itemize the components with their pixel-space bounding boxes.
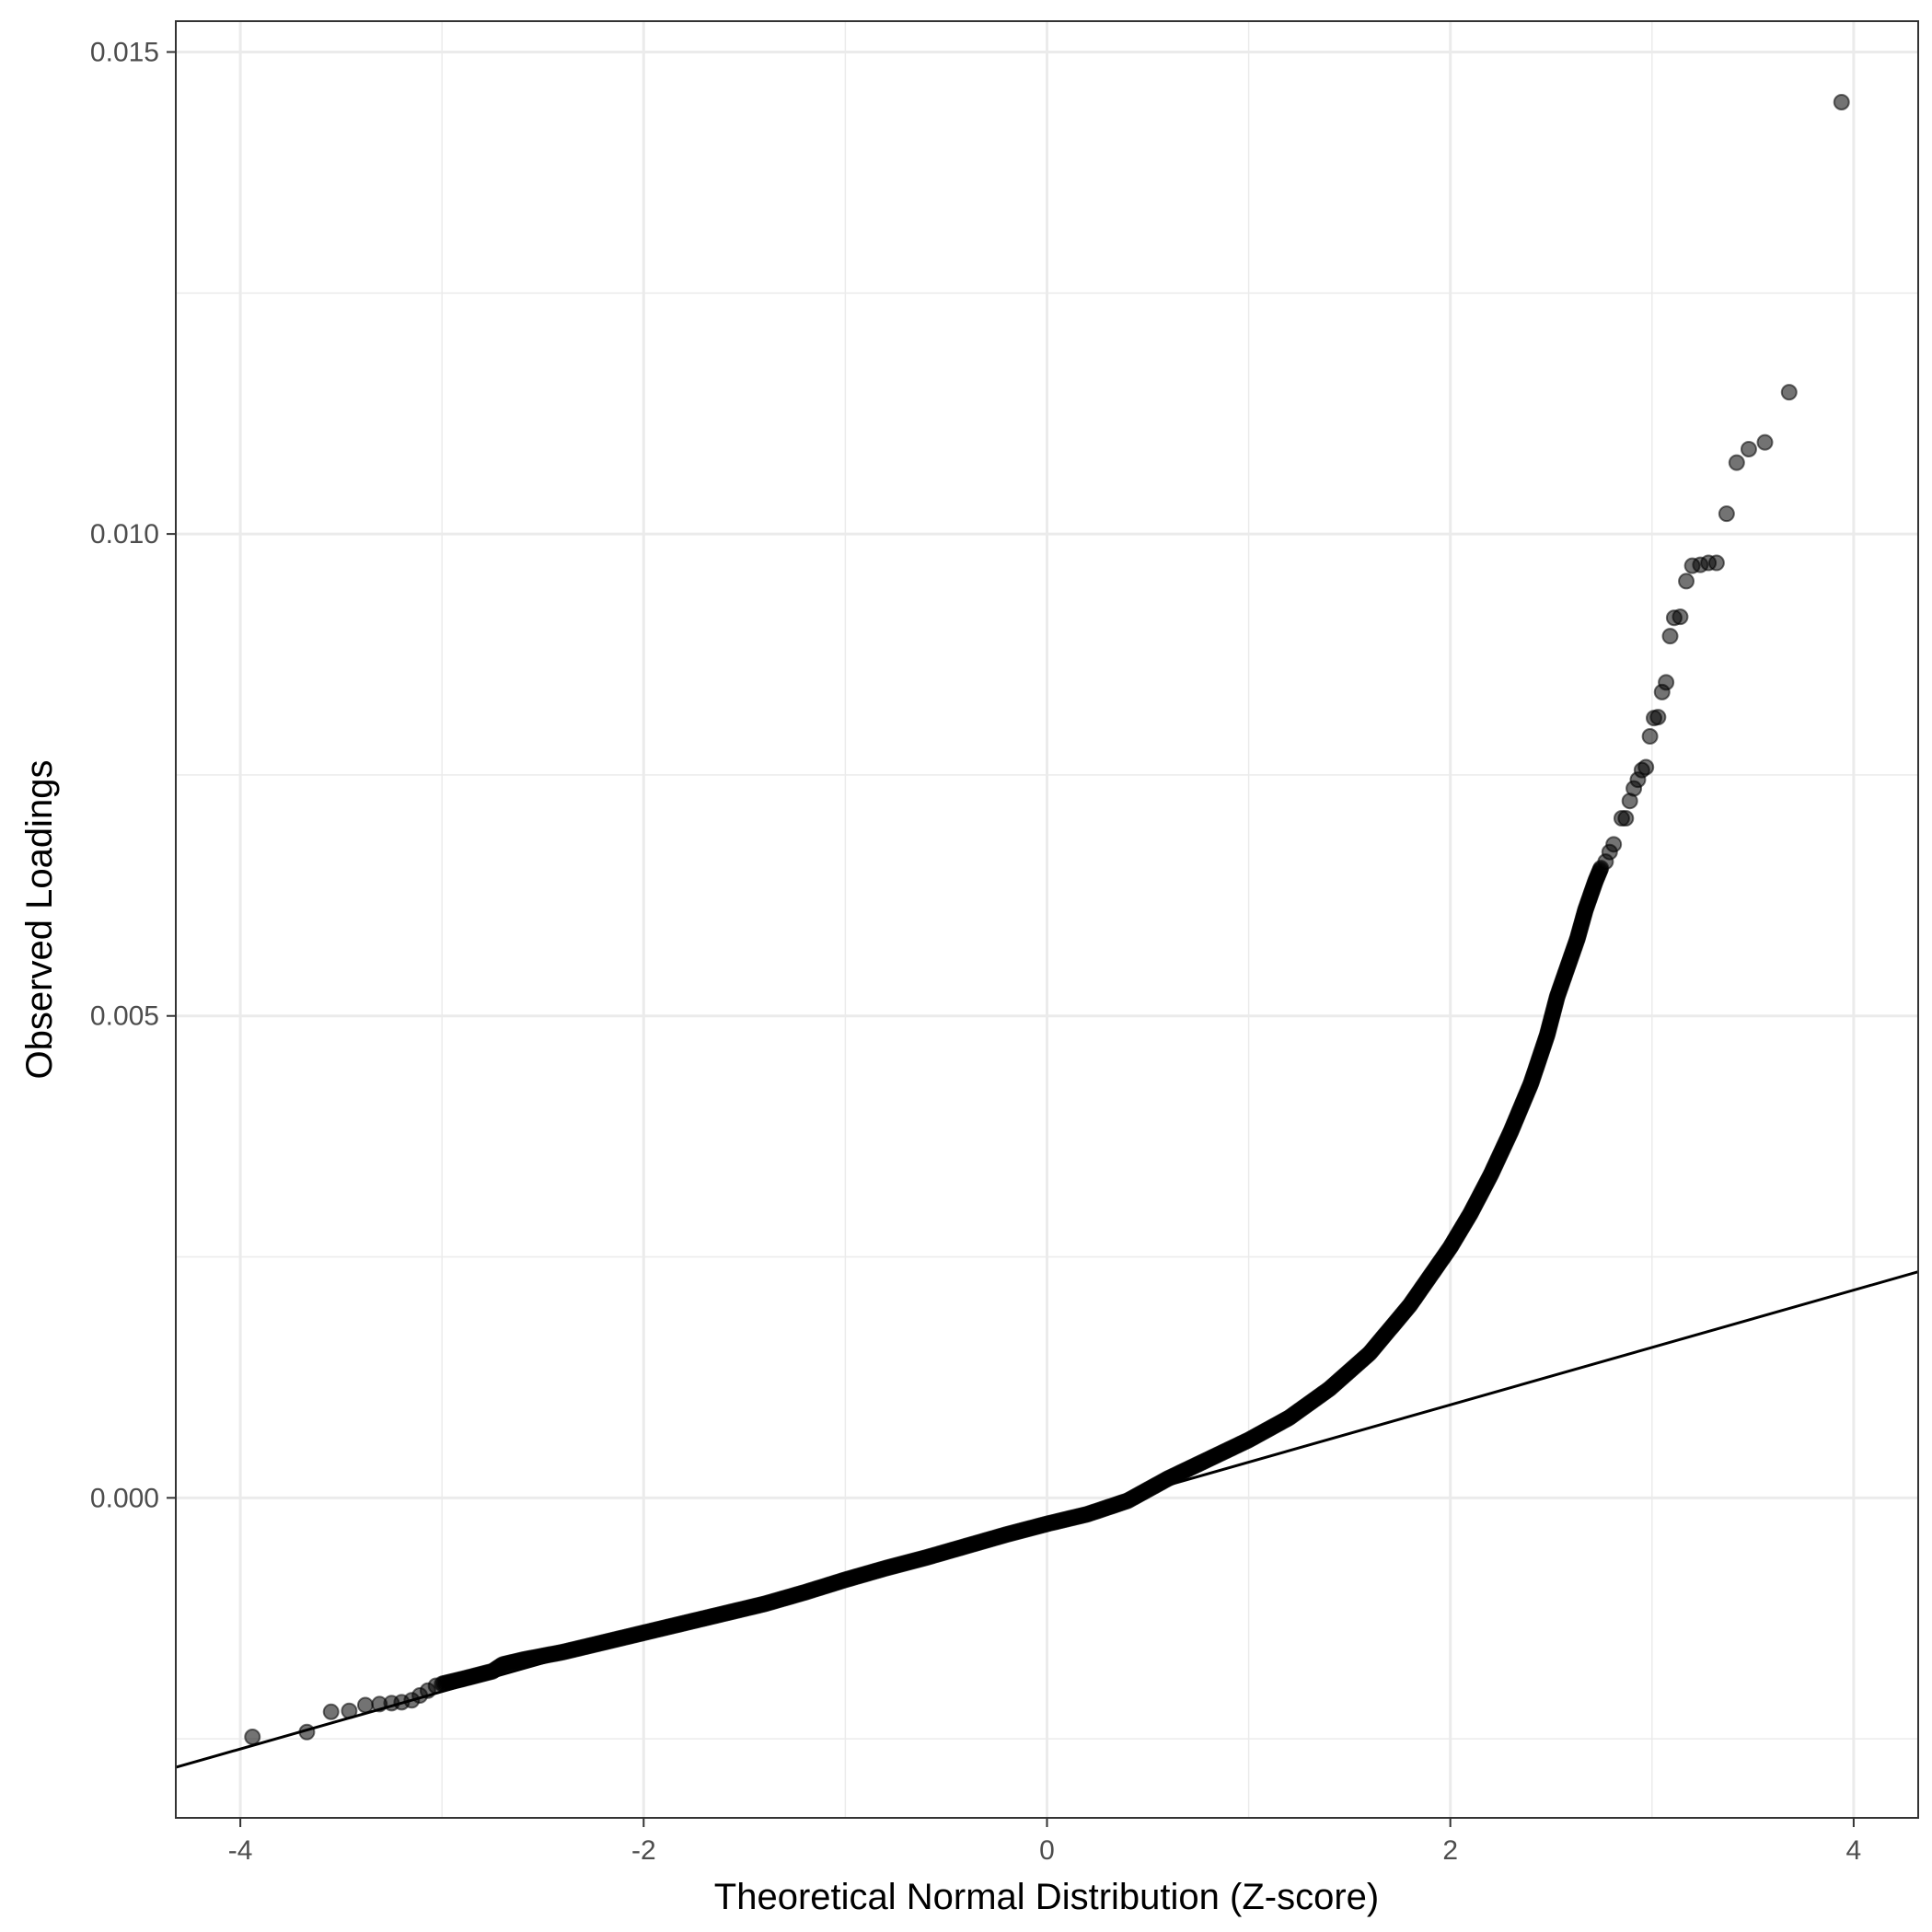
data-point xyxy=(1718,505,1735,523)
x-tick-label: 4 xyxy=(1846,1835,1862,1866)
x-axis-ticks: -4 -2 0 2 4 xyxy=(228,1818,1861,1866)
x-tick-label: 2 xyxy=(1442,1835,1458,1866)
data-point xyxy=(356,1696,374,1714)
data-point xyxy=(1756,434,1774,451)
x-tick-label: -2 xyxy=(631,1835,656,1866)
data-point xyxy=(1649,709,1667,726)
x-tick-label: 0 xyxy=(1039,1835,1055,1866)
data-point xyxy=(1641,728,1659,746)
data-point xyxy=(1605,836,1623,853)
data-point xyxy=(1833,93,1850,110)
data-point xyxy=(1678,573,1695,590)
x-axis-title: Theoretical Normal Distribution (Z-score… xyxy=(714,1877,1379,1917)
data-point xyxy=(1617,810,1635,827)
y-axis-ticks: 0.000 0.005 0.010 0.015 xyxy=(90,38,176,1513)
reference-line xyxy=(175,1270,1919,1769)
y-tick-label: 0.000 xyxy=(90,1483,159,1513)
y-tick-label: 0.010 xyxy=(90,519,159,550)
data-point xyxy=(1728,454,1745,471)
data-point xyxy=(1707,554,1725,572)
y-tick-label: 0.005 xyxy=(90,1001,159,1032)
data-point xyxy=(1658,674,1675,691)
data-point xyxy=(1672,608,1689,626)
data-point xyxy=(1780,384,1798,401)
x-tick-label: -4 xyxy=(228,1835,253,1866)
data-point xyxy=(1637,758,1655,776)
data-point xyxy=(244,1729,261,1746)
data-point xyxy=(322,1703,340,1720)
y-tick-label: 0.015 xyxy=(90,38,159,68)
points-layer xyxy=(244,93,1850,1746)
data-point xyxy=(1661,628,1679,645)
data-point xyxy=(1740,440,1757,457)
y-axis-title: Observed Loadings xyxy=(19,760,60,1080)
